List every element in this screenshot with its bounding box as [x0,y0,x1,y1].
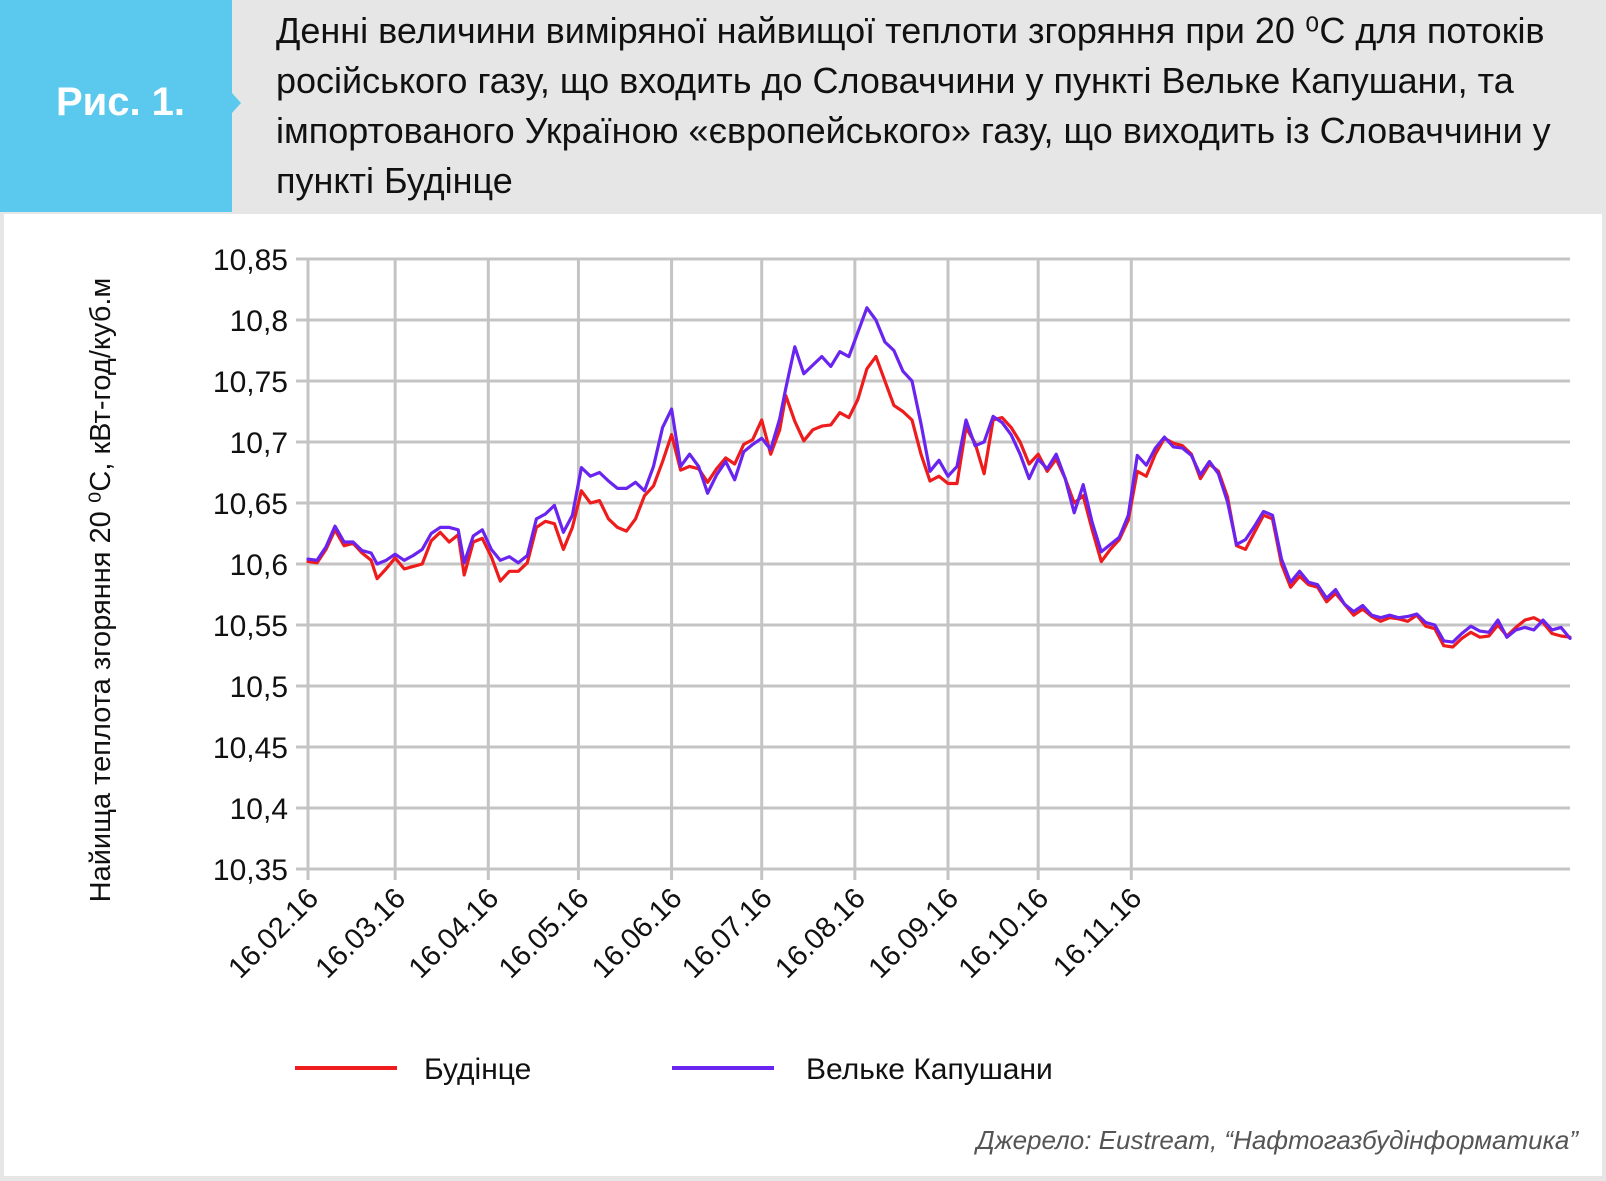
x-tick-label: 16.08.16 [769,882,871,984]
y-tick-label: 10,4 [230,793,288,826]
y-tick-label: 10,5 [230,671,288,704]
y-tick-label: 10,85 [213,244,288,277]
figure-label: Рис. 1. [55,80,186,124]
figure-title: Денні величини виміряної найвищої теплот… [276,10,1551,201]
chart-legend: Будінце Вельке Капушани [295,1053,1053,1086]
y-tick-label: 10,8 [230,305,288,338]
x-tick-label: 16.04.16 [403,882,505,984]
y-tick-label: 10,45 [213,732,288,765]
x-tick-label: 16.03.16 [310,882,412,984]
series-line-velke-kapusany [306,306,1572,644]
y-tick-label: 10,35 [213,854,288,887]
y-axis-label: Найища теплота згоряння 20 ⁰С, кВт-год/к… [85,278,117,903]
y-tick-label: 10,6 [230,549,288,582]
series-line-budince [306,355,1572,649]
source-note: Джерело: Eustream, “Нафтогазбудінформати… [976,1125,1578,1155]
x-tick-label: 16.05.16 [493,882,595,984]
y-axis-ticks: 10,35 10,4 10,45 10,5 10,55 10,6 10,65 10,7 10,7… [213,244,288,887]
x-tick-label: 16.11.16 [1047,882,1148,983]
y-tick-label: 10,75 [213,366,288,399]
x-axis-ticks: 16.02.1616.03.1616.04.1616.05.1616.06.16… [222,882,1148,984]
x-tick-label: 16.07.16 [676,882,778,984]
legend-label: Будінце [424,1053,531,1086]
x-tick-label: 16.06.16 [586,882,688,984]
x-tick-label: 16.02.16 [222,882,324,984]
chart-series [306,306,1572,649]
chart-grid [296,257,1570,880]
x-tick-label: 16.10.16 [953,882,1055,984]
figure-badge [0,0,241,212]
legend-label: Вельке Капушани [806,1053,1053,1086]
y-tick-label: 10,55 [213,610,288,643]
figure-header: Рис. 1. Денні величини виміряної найвищо… [0,0,1606,212]
y-tick-label: 10,7 [230,427,288,460]
x-tick-label: 16.09.16 [863,882,965,984]
y-tick-label: 10,65 [213,488,288,521]
